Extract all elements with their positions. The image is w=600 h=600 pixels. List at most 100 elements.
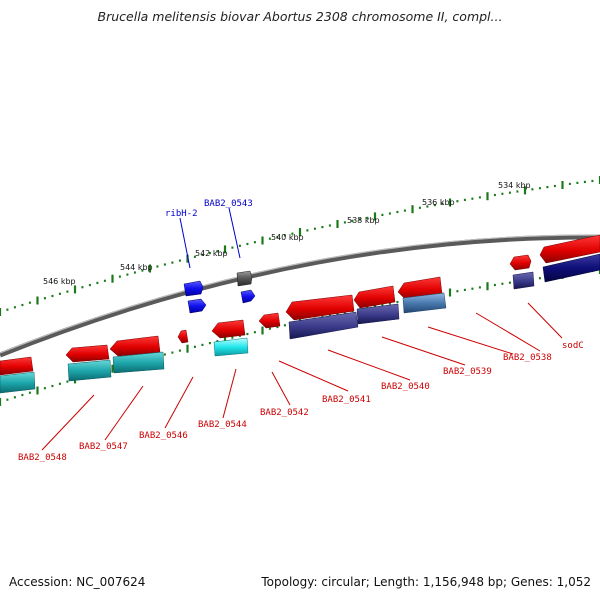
gene-label-BAB2_0544[interactable]: BAB2_0544 — [198, 420, 247, 430]
outer-ring-minor-tick — [28, 301, 31, 304]
inner-ring-minor-tick — [193, 345, 196, 348]
gene-arrow-BAB2_0546[interactable] — [177, 329, 189, 344]
outer-ring-minor-tick — [246, 242, 249, 246]
outer-ring-minor-tick — [201, 253, 204, 256]
gene-bar-sodC[interactable] — [512, 271, 535, 290]
outer-ring-major-tick — [298, 228, 302, 236]
gene-bar-BAB2_0538[interactable] — [402, 292, 447, 314]
outer-ring-minor-tick — [21, 303, 24, 307]
gene-label-BAB2_0538[interactable]: BAB2_0538 — [503, 353, 552, 363]
outer-ring-minor-tick — [81, 286, 84, 289]
gene-arrow-BAB2_0541[interactable] — [258, 312, 281, 329]
inner-ring-minor-tick — [201, 343, 204, 346]
gene-label-BAB2_0541[interactable]: BAB2_0541 — [322, 395, 371, 405]
gene-bar-right-edge[interactable] — [542, 253, 600, 283]
outer-ring-minor-tick — [516, 190, 519, 193]
inner-ring-minor-tick — [388, 302, 391, 305]
gene-arrow-BAB2_0548[interactable] — [65, 344, 110, 363]
outer-ring-minor-tick — [208, 252, 211, 255]
gene-BAB2_0543-arrow[interactable] — [236, 270, 253, 287]
gene-bar-BAB2_0540[interactable] — [288, 311, 359, 340]
outer-ring-minor-tick — [381, 213, 384, 216]
gene-label-BAB2_0547[interactable]: BAB2_0547 — [79, 442, 128, 452]
gene-arrow-sodC[interactable] — [509, 254, 532, 271]
outer-ring-minor-tick — [193, 255, 196, 258]
outer-ring-minor-tick — [531, 188, 534, 191]
tick-label-540: 540 kbp — [271, 233, 304, 242]
gene-label-sodC[interactable]: sodC — [562, 341, 584, 351]
backbone — [0, 234, 600, 358]
gene-label-BAB2_0539[interactable]: BAB2_0539 — [443, 367, 492, 377]
forward-strand-genes — [183, 270, 256, 314]
outer-ring-major-tick — [448, 198, 452, 207]
inner-ring-minor-tick — [493, 283, 496, 287]
gene-ribH-2-arrow[interactable] — [183, 280, 204, 297]
gene-arrow-BAB2_0547[interactable] — [109, 335, 161, 357]
outer-ring-major-tick — [111, 274, 114, 283]
inner-ring-minor-tick — [471, 287, 474, 290]
outer-ring-minor-tick — [351, 219, 354, 222]
gene-arrow-BAB2_0539[interactable] — [353, 285, 396, 309]
inner-ring-minor-tick — [13, 396, 16, 399]
outer-ring-minor-tick — [583, 180, 586, 183]
outer-ring-major-tick — [373, 212, 377, 221]
gene-arrow-right-edge[interactable] — [539, 234, 600, 264]
gene-bar-BAB2_0547[interactable] — [112, 351, 165, 374]
inner-ring-major-tick — [486, 282, 489, 291]
outer-ring-minor-tick — [51, 294, 54, 298]
tick-label-538: 538 kbp — [347, 216, 380, 225]
gene-bar-BAB2_0548[interactable] — [67, 359, 112, 382]
gene-label-BAB2_0542[interactable]: BAB2_0542 — [260, 408, 309, 418]
tick-labels: 534 kbp 536 kbp 538 kbp 540 kbp 542 kbp … — [43, 181, 531, 286]
outer-ring-minor-tick — [591, 179, 594, 183]
outer-ring-minor-tick — [426, 205, 429, 208]
gene-bar-BAB2_0539[interactable] — [356, 303, 400, 325]
inner-ring-minor-tick — [208, 342, 211, 345]
inner-ring-minor-tick — [381, 303, 384, 306]
outer-ring-major-tick — [486, 192, 489, 201]
outer-ring-minor-tick — [343, 221, 346, 224]
outer-ring-minor-tick — [508, 191, 511, 194]
gene-bar-BAB2_0544[interactable] — [213, 337, 249, 357]
inner-ring-major-tick — [373, 302, 377, 311]
outer-tick-ring — [0, 176, 600, 316]
inner-ring-major-tick — [261, 326, 264, 335]
tick-label-546: 546 kbp — [43, 277, 76, 286]
gene-label-BAB2_0543[interactable]: BAB2_0543 — [204, 199, 253, 209]
inner-ring-minor-tick — [163, 353, 166, 356]
outer-ring-minor-tick — [231, 246, 234, 249]
outer-ring-minor-tick — [268, 237, 271, 240]
outer-ring-major-tick — [411, 205, 414, 214]
outer-ring-minor-tick — [156, 265, 159, 268]
outer-ring-major-tick — [0, 308, 2, 316]
inner-ring-minor-tick — [396, 300, 399, 304]
tick-label-542: 542 kbp — [195, 249, 228, 258]
outer-ring-minor-tick — [441, 202, 444, 205]
gene-ribH-2-arrow-lower[interactable] — [187, 298, 207, 314]
outer-ring-minor-tick — [396, 210, 399, 214]
gene-label-BAB2_0546[interactable]: BAB2_0546 — [139, 431, 188, 441]
gene-label-ribH-2[interactable]: ribH-2 — [165, 209, 198, 219]
inner-ring-minor-tick — [21, 393, 24, 397]
outer-ring-minor-tick — [403, 209, 406, 212]
inner-ring-minor-tick — [328, 314, 331, 317]
gene-bar-left-edge[interactable] — [0, 371, 36, 394]
outer-ring-minor-tick — [328, 224, 331, 227]
gene-label-BAB2_0540[interactable]: BAB2_0540 — [381, 382, 430, 392]
gene-arrow-BAB2_0544[interactable] — [211, 319, 246, 339]
outer-ring-minor-tick — [283, 234, 286, 237]
outer-ring-minor-tick — [418, 206, 421, 209]
outer-ring-minor-tick — [66, 290, 69, 293]
inner-ring-minor-tick — [253, 331, 256, 334]
outer-ring-minor-tick — [238, 244, 241, 247]
outer-ring-minor-tick — [358, 218, 361, 221]
gene-arrow-left-edge[interactable] — [0, 356, 34, 376]
inner-ring-major-tick — [336, 310, 339, 318]
gene-BAB2_0543-arrow-lower[interactable] — [240, 289, 256, 304]
gene-label-BAB2_0548[interactable]: BAB2_0548 — [18, 453, 67, 463]
outer-ring-major-tick — [561, 181, 564, 189]
outer-ring-major-tick — [36, 296, 39, 305]
outer-ring-minor-tick — [501, 192, 504, 195]
gene-arrow-BAB2_0540[interactable] — [285, 294, 355, 321]
outer-ring-minor-tick — [118, 275, 121, 278]
